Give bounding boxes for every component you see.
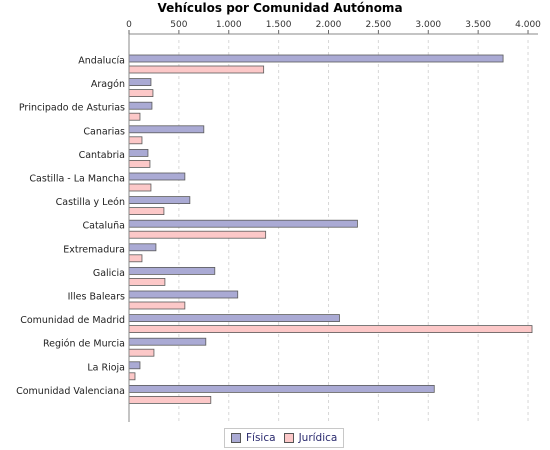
category-label-galicia: Galicia <box>93 268 125 279</box>
category-label-comunidad-valenciana: Comunidad Valenciana <box>16 386 125 397</box>
category-label-illes-balears: Illes Balears <box>68 292 125 303</box>
x-tick-label: 4.000 <box>515 20 541 30</box>
bar-fisica-comunidad-valenciana <box>128 384 435 393</box>
bar-juridica-andalucia <box>128 65 265 74</box>
category-label-aragon: Aragón <box>91 79 125 90</box>
bar-juridica-galicia <box>128 277 166 286</box>
legend-swatch-fisica <box>231 433 241 443</box>
bar-fisica-comunidad-de-madrid <box>128 314 340 323</box>
legend: Física Jurídica <box>224 428 345 448</box>
category-label-castilla-la-mancha: Castilla - La Mancha <box>29 174 125 185</box>
bar-fisica-castilla-y-leon <box>128 196 191 205</box>
bar-fisica-galicia <box>128 266 216 275</box>
bar-juridica-region-de-murcia <box>128 348 155 357</box>
legend-item-juridica: Jurídica <box>283 432 338 444</box>
legend-label-juridica: Jurídica <box>298 432 338 444</box>
bar-juridica-principado-de-asturias <box>128 112 141 121</box>
category-label-canarias: Canarias <box>83 126 125 137</box>
grid-lines <box>178 40 529 422</box>
axes <box>128 33 538 422</box>
category-label-castilla-y-leon: Castilla y León <box>56 197 125 208</box>
bar-juridica-castilla-y-leon <box>128 207 165 216</box>
bars <box>128 54 533 404</box>
x-tick-label: 3.000 <box>415 20 441 30</box>
bar-fisica-illes-balears <box>128 290 239 299</box>
legend-item-fisica: Física <box>231 432 276 444</box>
x-tick-label: 500 <box>170 20 187 30</box>
category-label-region-de-murcia: Región de Murcia <box>43 339 125 350</box>
bar-fisica-aragon <box>128 78 152 86</box>
category-label-andalucia: Andalucía <box>78 56 125 67</box>
bar-fisica-region-de-murcia <box>128 337 207 346</box>
chart-title: Vehículos por Comunidad Autónoma <box>157 1 402 15</box>
bar-fisica-castilla-la-mancha <box>128 172 186 181</box>
bar-juridica-cataluna <box>128 230 267 239</box>
bar-juridica-la-rioja <box>128 372 136 381</box>
bar-juridica-comunidad-de-madrid <box>128 325 533 334</box>
bar-juridica-castilla-la-mancha <box>128 183 152 192</box>
bar-fisica-andalucia <box>128 54 504 63</box>
x-tick-label: 3.500 <box>465 20 491 30</box>
x-tick-label: 2.000 <box>316 20 342 30</box>
category-label-la-rioja: La Rioja <box>87 362 125 373</box>
x-tick-label: 1.000 <box>216 20 242 30</box>
legend-swatch-juridica <box>283 433 294 443</box>
bar-fisica-cantabria <box>128 148 149 157</box>
bar-fisica-principado-de-asturias <box>128 101 153 110</box>
x-axis-ticks: 0 500 1.000 1.500 2.000 2.500 3.000 3.500 4.000 <box>126 20 541 34</box>
x-tick-label: 2.500 <box>366 20 392 30</box>
x-tick-label: 1.500 <box>266 20 292 30</box>
category-label-extremadura: Extremadura <box>63 244 125 255</box>
bar-juridica-cantabria <box>128 159 151 168</box>
bar-fisica-la-rioja <box>128 361 141 370</box>
legend-label-fisica: Física <box>246 432 276 444</box>
bar-fisica-extremadura <box>128 243 157 252</box>
bar-juridica-comunidad-valenciana <box>128 395 212 404</box>
category-label-cataluna: Cataluña <box>82 221 125 232</box>
category-label-principado-de-asturias: Principado de Asturias <box>19 103 125 114</box>
category-label-comunidad-de-madrid: Comunidad de Madrid <box>20 315 125 326</box>
bar-juridica-illes-balears <box>128 301 186 310</box>
x-tick-label: 0 <box>126 20 132 30</box>
bar-fisica-cataluna <box>128 219 358 228</box>
bar-fisica-canarias <box>128 125 205 134</box>
bar-juridica-extremadura <box>128 254 143 263</box>
bar-juridica-canarias <box>128 136 143 145</box>
bar-juridica-aragon <box>128 89 154 97</box>
category-labels: Andalucía Aragón Principado de Asturias Can… <box>16 56 125 397</box>
category-label-cantabria: Cantabria <box>79 150 125 161</box>
